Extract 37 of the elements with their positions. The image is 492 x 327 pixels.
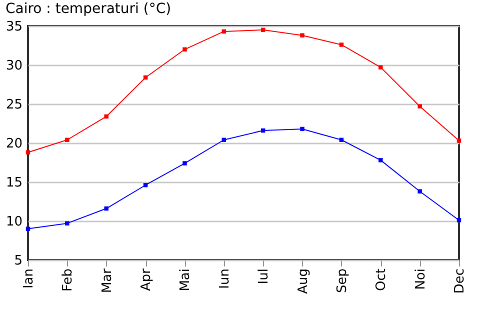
y-tick-label: 10: [6, 214, 22, 230]
y-tick-label: 25: [6, 98, 22, 112]
point: [418, 104, 422, 108]
point: [182, 47, 187, 52]
point: [65, 138, 70, 142]
point: [104, 114, 108, 119]
point: [378, 65, 383, 70]
point: [418, 189, 422, 194]
x-tick-label: Mar: [100, 268, 115, 294]
x-tick-label: Dec: [452, 268, 468, 294]
y-tick-label: 30: [6, 58, 22, 74]
y-tick-label: 20: [6, 136, 22, 152]
point: [378, 158, 383, 162]
x-tick-label: Iul: [256, 268, 272, 284]
point: [456, 138, 462, 143]
y-tick-label: 15: [6, 176, 22, 190]
point: [65, 221, 70, 226]
point: [339, 42, 344, 47]
x-tick-label: Iun: [217, 268, 232, 289]
x-tick-label: Oct: [374, 268, 390, 291]
x-tick-label: Noi: [413, 268, 428, 290]
x-tick-label: Apr: [139, 268, 154, 291]
point: [300, 126, 304, 132]
point: [26, 226, 30, 231]
point: [104, 206, 108, 211]
point: [300, 33, 304, 38]
x-tick-label: Ian: [22, 268, 36, 289]
point: [26, 150, 30, 154]
x-tick-label: Mai: [178, 268, 194, 292]
chart-title: Cairo : temperaturi (°C): [5, 1, 172, 17]
x-tick-label: Sep: [334, 268, 350, 294]
point: [182, 161, 187, 166]
point: [456, 218, 462, 222]
y-tick-label: 35: [6, 20, 22, 34]
y-tick-label: 5: [14, 254, 22, 268]
x-tick-label: Feb: [60, 268, 76, 292]
x-tick-label: Aug: [296, 268, 311, 294]
